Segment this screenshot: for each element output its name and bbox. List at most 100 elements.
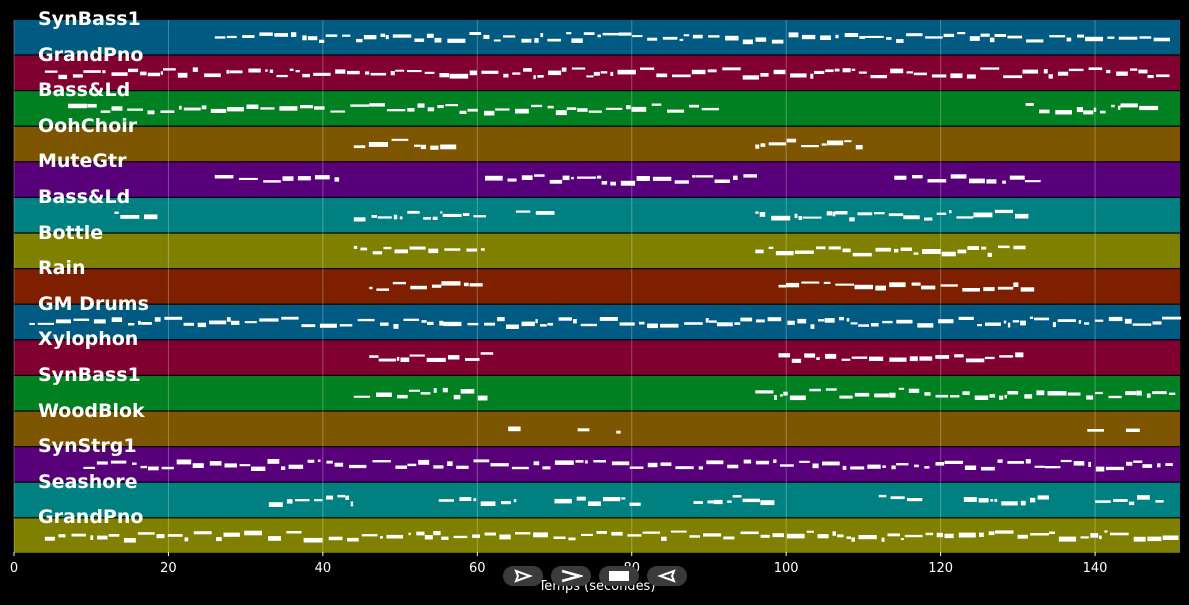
note <box>477 395 488 401</box>
note <box>696 175 714 178</box>
note <box>96 461 108 465</box>
note <box>473 459 490 463</box>
note <box>1108 316 1123 322</box>
note <box>499 534 511 540</box>
note <box>963 497 977 502</box>
note <box>111 106 123 111</box>
note <box>886 37 892 40</box>
note <box>743 174 757 178</box>
note <box>849 217 855 222</box>
note <box>585 460 588 464</box>
note <box>138 320 141 325</box>
note <box>842 465 847 470</box>
note <box>269 69 274 73</box>
note <box>521 321 535 327</box>
note <box>276 74 288 78</box>
note <box>1139 36 1152 39</box>
note <box>480 352 494 355</box>
note <box>302 73 310 78</box>
back-button[interactable] <box>647 566 687 586</box>
note <box>369 355 379 358</box>
note <box>701 107 719 111</box>
note <box>1113 499 1128 502</box>
note <box>924 392 931 396</box>
note <box>722 67 741 71</box>
note <box>363 35 377 40</box>
note <box>839 316 844 321</box>
note <box>844 33 859 37</box>
note <box>226 35 237 39</box>
note <box>1125 391 1137 396</box>
note <box>160 110 175 113</box>
note <box>708 320 717 323</box>
note <box>248 68 261 73</box>
note <box>874 212 885 215</box>
tick-label: 20 <box>160 561 177 576</box>
note <box>339 324 353 327</box>
note <box>428 248 439 254</box>
note <box>835 211 848 215</box>
note <box>108 534 120 537</box>
note <box>994 209 1013 214</box>
note <box>263 180 281 183</box>
note <box>1132 323 1152 326</box>
note <box>768 142 787 146</box>
note <box>443 321 462 327</box>
note <box>286 499 293 504</box>
note <box>385 35 389 40</box>
note <box>484 532 496 536</box>
forward-icon <box>561 569 583 583</box>
note <box>230 320 240 325</box>
note <box>37 322 54 325</box>
note <box>935 462 945 466</box>
note <box>223 532 240 537</box>
note <box>110 460 127 464</box>
note <box>980 67 1000 70</box>
note <box>593 71 600 76</box>
note <box>1087 429 1104 432</box>
note <box>259 318 279 322</box>
note <box>540 324 547 327</box>
note <box>941 251 956 257</box>
note <box>554 498 572 504</box>
note <box>1007 461 1024 464</box>
note <box>548 70 562 76</box>
note <box>44 536 55 541</box>
note <box>469 32 482 35</box>
note <box>547 322 554 326</box>
note <box>667 109 685 113</box>
note <box>778 284 786 288</box>
play-button[interactable] <box>503 566 543 586</box>
note <box>120 215 140 219</box>
note <box>846 536 851 539</box>
stop-button[interactable] <box>599 566 639 586</box>
note <box>291 32 297 37</box>
note <box>888 213 904 217</box>
note <box>605 107 623 110</box>
note <box>83 70 101 73</box>
note <box>828 246 841 250</box>
note <box>760 143 766 147</box>
forward-button[interactable] <box>551 566 591 586</box>
note <box>957 32 966 35</box>
note <box>460 389 475 394</box>
note <box>854 392 870 397</box>
note <box>353 245 358 249</box>
note <box>912 175 923 179</box>
note <box>369 103 385 107</box>
note <box>1030 497 1036 503</box>
note <box>1007 322 1011 328</box>
note <box>759 212 766 217</box>
note <box>640 67 655 70</box>
note <box>944 460 963 464</box>
note <box>835 283 855 286</box>
note <box>999 355 1014 358</box>
note <box>439 320 444 326</box>
note <box>1034 465 1045 468</box>
tick-label: 140 <box>1082 561 1108 576</box>
note <box>427 321 434 325</box>
note <box>691 69 706 75</box>
note <box>562 175 570 181</box>
note <box>894 248 899 253</box>
note <box>994 498 998 502</box>
